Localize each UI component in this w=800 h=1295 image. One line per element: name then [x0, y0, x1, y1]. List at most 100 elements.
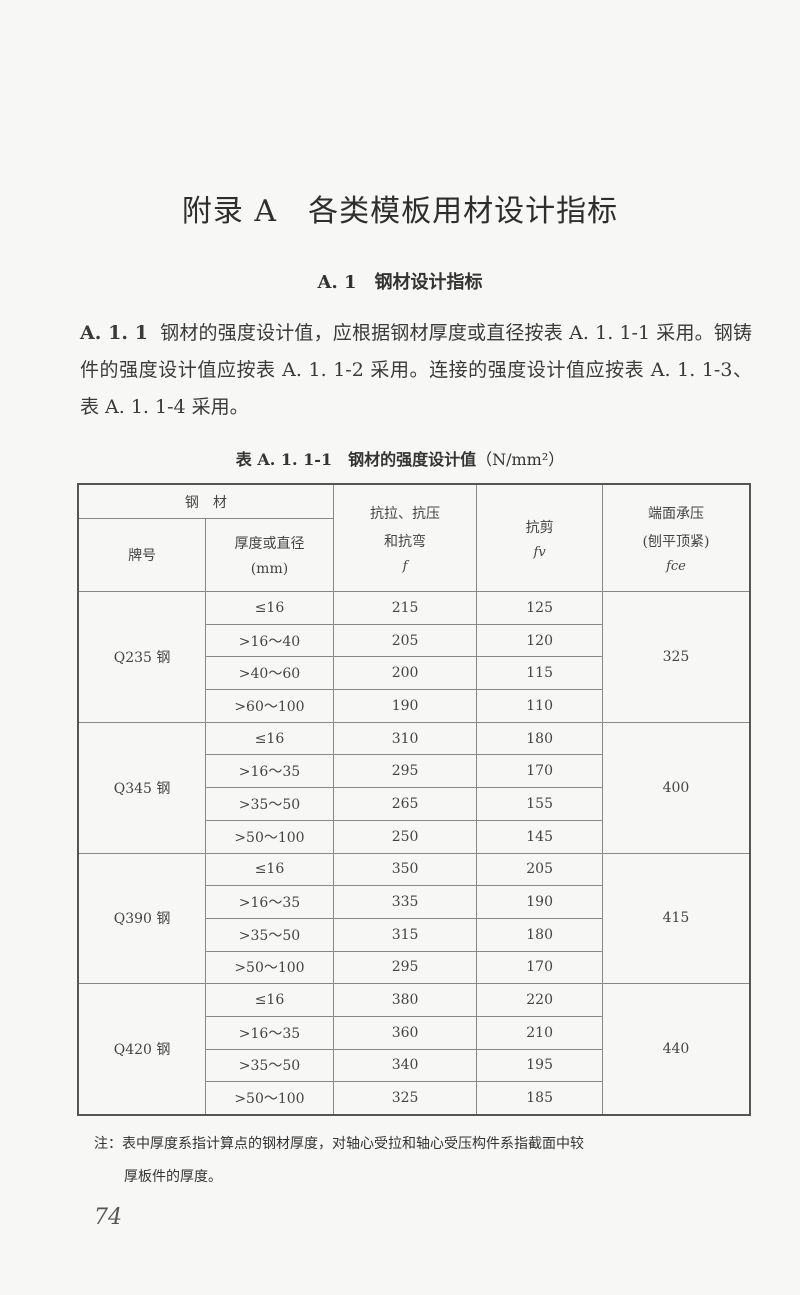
thickness-cell: >35～50 — [205, 787, 334, 821]
tension-value-cell: 335 — [332, 885, 478, 919]
shear-value-cell: 220 — [476, 983, 603, 1017]
tension-value-cell: 200 — [332, 656, 478, 691]
tension-value-cell: 205 — [332, 623, 478, 658]
paragraph: A. 1. 1 钢材的强度设计值，应根据钢材厚度或直径按表 A. 1. 1-1 采… — [80, 315, 752, 426]
grade-cell: Q235 钢 — [77, 591, 207, 723]
tension-value-cell: 325 — [332, 1081, 478, 1116]
thickness-cell: >50～100 — [205, 1081, 334, 1116]
table-row: >35～50 340 195 — [78, 1048, 750, 1083]
shear-value-cell: 170 — [476, 950, 603, 985]
bearing-value-cell: 400 — [601, 721, 751, 854]
shear-value-cell: 125 — [476, 591, 603, 625]
table-row: Q235 钢 ≤16 215 125 325 — [77, 591, 751, 723]
table-row: >50～100 325 185 — [78, 1081, 750, 1116]
tension-value-cell: 340 — [332, 1048, 478, 1083]
header-shear: 抗剪 fv — [476, 483, 603, 592]
table-row: >16～35 295 170 — [78, 754, 750, 789]
header-bearing: 端面承压 (刨平顶紧) fce — [601, 483, 751, 592]
shear-value-cell: 180 — [476, 721, 603, 756]
header-grade: 牌号 — [77, 518, 207, 592]
grade-cell: Q420 钢 — [77, 983, 207, 1116]
grade-cell: Q345 钢 — [77, 721, 207, 854]
shear-value-cell: 180 — [476, 917, 603, 952]
table-row: >40～60 200 115 — [78, 656, 750, 691]
note-line1: 注：表中厚度系指计算点的钢材厚度，对轴心受拉和轴心受压构件系指截面中较 — [94, 1136, 584, 1152]
shear-value-cell: 115 — [476, 656, 603, 691]
shear-value-cell: 210 — [476, 1015, 603, 1050]
table-row: Q345 钢 ≤16 310 180 400 — [77, 721, 751, 854]
table-row: Q420 钢 ≤16 380 220 440 — [77, 983, 751, 1116]
table-row: >50～100 250 145 — [78, 819, 750, 854]
table-row: >50～100 295 170 — [78, 950, 750, 985]
note-line2: 厚板件的厚度。 — [124, 1169, 222, 1185]
tension-value-cell: 310 — [332, 721, 478, 756]
thickness-cell: >16～35 — [205, 754, 334, 789]
header-bearing-line1: 端面承压 — [647, 505, 704, 522]
header-tension-symbol: f — [402, 558, 408, 574]
tension-value-cell: 295 — [332, 754, 478, 789]
paragraph-text: 钢材的强度设计值，应根据钢材厚度或直径按表 A. 1. 1-1 采用。钢铸件的强… — [80, 322, 752, 418]
tension-value-cell: 350 — [332, 852, 478, 887]
thickness-cell: ≤16 — [205, 852, 334, 887]
thickness-cell: >40～60 — [205, 656, 334, 691]
tension-value-cell: 380 — [332, 983, 478, 1017]
thickness-cell: ≤16 — [205, 983, 334, 1017]
header-tension: 抗拉、抗压和抗弯 f — [332, 483, 478, 592]
header-thickness: 厚度或直径 (mm) — [205, 518, 334, 592]
table-row: >35～50 265 155 — [78, 787, 750, 821]
page-number: 74 — [94, 1205, 122, 1230]
shear-value-cell: 205 — [476, 852, 603, 887]
table-row: >16～35 360 210 — [78, 1015, 750, 1050]
table-note: 注：表中厚度系指计算点的钢材厚度，对轴心受拉和轴心受压构件系指截面中较厚板件的厚… — [94, 1128, 754, 1194]
paragraph-number: A. 1. 1 — [80, 322, 148, 344]
steel-strength-table: 钢 材 抗拉、抗压和抗弯 f 抗剪 fv 端面承压 (刨平顶紧) fce 牌号 厚度或直… — [77, 483, 751, 1116]
shear-value-cell: 120 — [476, 623, 603, 658]
header-tension-line2: 和抗弯 — [384, 533, 427, 550]
thickness-cell: >16～35 — [205, 885, 334, 919]
thickness-cell: >60～100 — [205, 689, 334, 723]
table-row: Q390 钢 ≤16 350 205 415 — [77, 852, 751, 985]
table-row: >16～35 335 190 — [78, 885, 750, 919]
thickness-cell: >16～40 — [205, 623, 334, 658]
tension-value-cell: 315 — [332, 917, 478, 952]
header-shear-symbol: fv — [533, 544, 546, 560]
header-steel: 钢 材 — [77, 483, 334, 519]
tension-value-cell: 215 — [332, 591, 478, 625]
table-row: >60～100 190 110 — [78, 689, 750, 723]
tension-value-cell: 265 — [332, 787, 478, 821]
header-tension-line1: 抗拉、抗压 — [370, 505, 441, 522]
header-bearing-symbol: fce — [666, 558, 686, 574]
header-shear-line1: 抗剪 — [525, 519, 554, 536]
shear-value-cell: 110 — [476, 689, 603, 723]
appendix-title: 附录 A 各类模板用材设计指标 — [181, 194, 619, 229]
tension-value-cell: 295 — [332, 950, 478, 985]
shear-value-cell: 185 — [476, 1081, 603, 1116]
bearing-value-cell: 440 — [601, 983, 751, 1116]
header-thickness-line1: 厚度或直径 — [234, 536, 305, 552]
grade-cell: Q390 钢 — [77, 852, 207, 985]
thickness-cell: >35～50 — [205, 917, 334, 952]
thickness-cell: ≤16 — [205, 721, 334, 756]
thickness-cell: ≤16 — [205, 591, 334, 625]
table-caption-unit: （N/mm²） — [476, 450, 565, 469]
table-row: >16～40 205 120 — [78, 623, 750, 658]
tension-value-cell: 250 — [332, 819, 478, 854]
shear-value-cell: 170 — [476, 754, 603, 789]
shear-value-cell: 195 — [476, 1048, 603, 1083]
thickness-cell: >50～100 — [205, 819, 334, 854]
shear-value-cell: 155 — [476, 787, 603, 821]
shear-value-cell: 145 — [476, 819, 603, 854]
header-bearing-line2: (刨平顶紧) — [642, 533, 710, 550]
thickness-cell: >50～100 — [205, 950, 334, 985]
section-title: A. 1 钢材设计指标 — [317, 272, 483, 293]
header-thickness-unit: (mm) — [250, 561, 289, 577]
thickness-cell: >35～50 — [205, 1048, 334, 1083]
thickness-cell: >16～35 — [205, 1015, 334, 1050]
bearing-value-cell: 325 — [601, 591, 751, 723]
bearing-value-cell: 415 — [601, 852, 751, 985]
table-caption: 表 A. 1. 1-1 钢材的强度设计值（N/mm²） — [0, 446, 800, 470]
table-caption-title: 表 A. 1. 1-1 钢材的强度设计值 — [235, 450, 477, 469]
table-row: >35～50 315 180 — [78, 917, 750, 952]
shear-value-cell: 190 — [476, 885, 603, 919]
tension-value-cell: 360 — [332, 1015, 478, 1050]
